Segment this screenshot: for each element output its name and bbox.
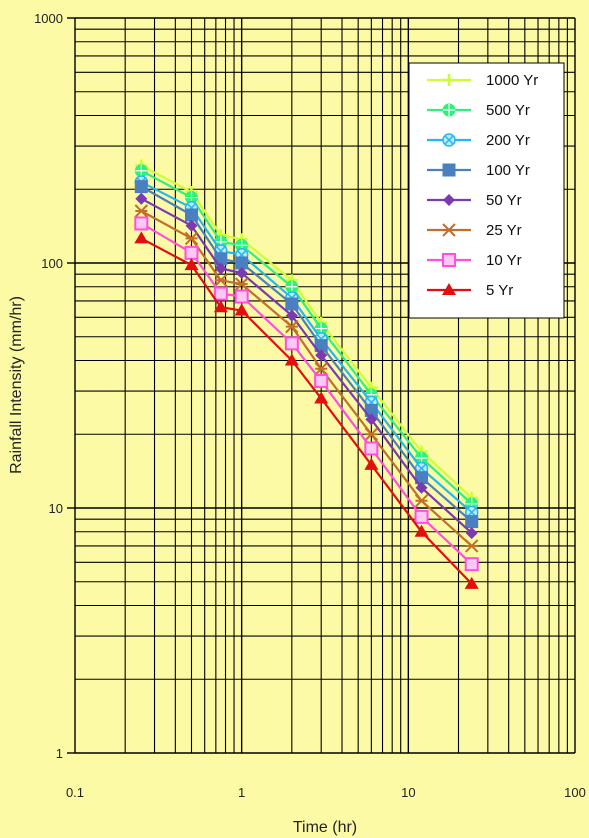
- legend-label: 5 Yr: [486, 282, 513, 299]
- series-5-yr: [134, 231, 479, 589]
- data-point: [443, 194, 455, 206]
- data-point-detail: [135, 164, 148, 177]
- data-point: [314, 391, 329, 404]
- data-point-detail: [285, 280, 298, 293]
- data-point: [184, 208, 198, 222]
- series-10-yr: [134, 216, 479, 572]
- x-axis-title: Time (hr): [293, 819, 357, 836]
- data-point: [465, 515, 479, 529]
- data-point: [364, 441, 379, 456]
- legend-label: 50 Yr: [486, 192, 522, 209]
- legend-label: 100 Yr: [486, 162, 530, 179]
- data-point: [285, 309, 298, 322]
- data-point: [414, 494, 429, 508]
- legend-item: 200 Yr: [427, 132, 530, 149]
- data-point: [442, 223, 456, 237]
- data-point: [414, 524, 429, 537]
- data-point: [135, 192, 148, 205]
- x-tick-label: 0.1: [66, 785, 84, 800]
- data-point: [315, 349, 328, 362]
- series-100-yr: [134, 180, 479, 529]
- data-point: [443, 74, 455, 86]
- legend-item: 500 Yr: [427, 102, 530, 119]
- y-tick-label: 100: [41, 256, 63, 271]
- data-point: [285, 297, 299, 311]
- data-point: [364, 457, 379, 470]
- legend-box: [408, 62, 565, 319]
- data-point: [213, 286, 228, 301]
- legend-item: 25 Yr: [427, 222, 522, 239]
- legend-item: 50 Yr: [427, 192, 522, 209]
- y-tick-label: 10: [49, 501, 63, 516]
- data-point: [464, 576, 479, 589]
- y-tick-labels: 1 10 100 1000: [34, 11, 63, 761]
- x-tick-label: 1: [238, 785, 245, 800]
- data-point: [184, 245, 199, 260]
- data-point: [134, 204, 149, 218]
- data-point: [415, 481, 428, 494]
- legend-label: 200 Yr: [486, 132, 530, 149]
- data-point: [465, 527, 478, 540]
- legend-item: 100 Yr: [427, 162, 530, 179]
- data-point-detail: [443, 104, 455, 116]
- data-point: [314, 362, 328, 376]
- data-point: [442, 253, 456, 267]
- data-point-detail: [416, 463, 427, 473]
- data-point: [442, 283, 456, 295]
- data-point: [284, 336, 299, 351]
- data-point: [464, 539, 479, 553]
- grid-lines: [67, 17, 576, 754]
- data-point: [414, 509, 429, 524]
- legend-label: 1000 Yr: [486, 72, 538, 89]
- legend-item: 5 Yr: [427, 282, 513, 299]
- data-point: [234, 303, 249, 316]
- data-point: [442, 163, 456, 177]
- series-500-yr: [134, 164, 479, 511]
- data-point: [134, 216, 149, 231]
- legend: 1000 Yr 500 Yr 200 Yr 100 Yr 50 Yr 25 Yr 10 Yr…: [408, 62, 565, 319]
- legend-label: 10 Yr: [486, 252, 522, 269]
- data-point: [184, 258, 199, 271]
- data-point: [213, 300, 228, 313]
- data-point: [365, 413, 378, 426]
- data-point: [464, 557, 479, 572]
- y-tick-label: 1: [56, 746, 63, 761]
- series-25-yr: [134, 204, 479, 553]
- data-point: [235, 267, 248, 280]
- series-layer: [134, 159, 479, 589]
- data-point: [134, 231, 149, 244]
- legend-item: 1000 Yr: [427, 72, 538, 89]
- y-tick-label: 1000: [34, 11, 63, 26]
- data-point: [184, 231, 199, 246]
- x-tick-label: 10: [401, 785, 415, 800]
- data-point: [214, 262, 227, 275]
- data-point: [134, 180, 148, 194]
- data-point: [364, 427, 379, 441]
- data-point: [185, 219, 198, 232]
- x-tick-label: 100: [564, 785, 586, 800]
- y-axis-title: Rainfall Intensity (mm/hr): [8, 296, 25, 474]
- legend-label: 25 Yr: [486, 222, 522, 239]
- data-point: [314, 373, 329, 388]
- data-point: [284, 353, 299, 366]
- data-point-detail: [467, 507, 477, 517]
- data-point-detail: [444, 135, 454, 145]
- data-point: [214, 273, 228, 287]
- legend-item: 10 Yr: [427, 252, 522, 269]
- data-point: [234, 289, 249, 304]
- data-point: [234, 277, 249, 291]
- series-50-yr: [135, 192, 478, 540]
- data-point: [285, 319, 299, 334]
- legend-label: 500 Yr: [486, 102, 530, 119]
- x-tick-labels: 0.1 1 10 100: [66, 785, 586, 800]
